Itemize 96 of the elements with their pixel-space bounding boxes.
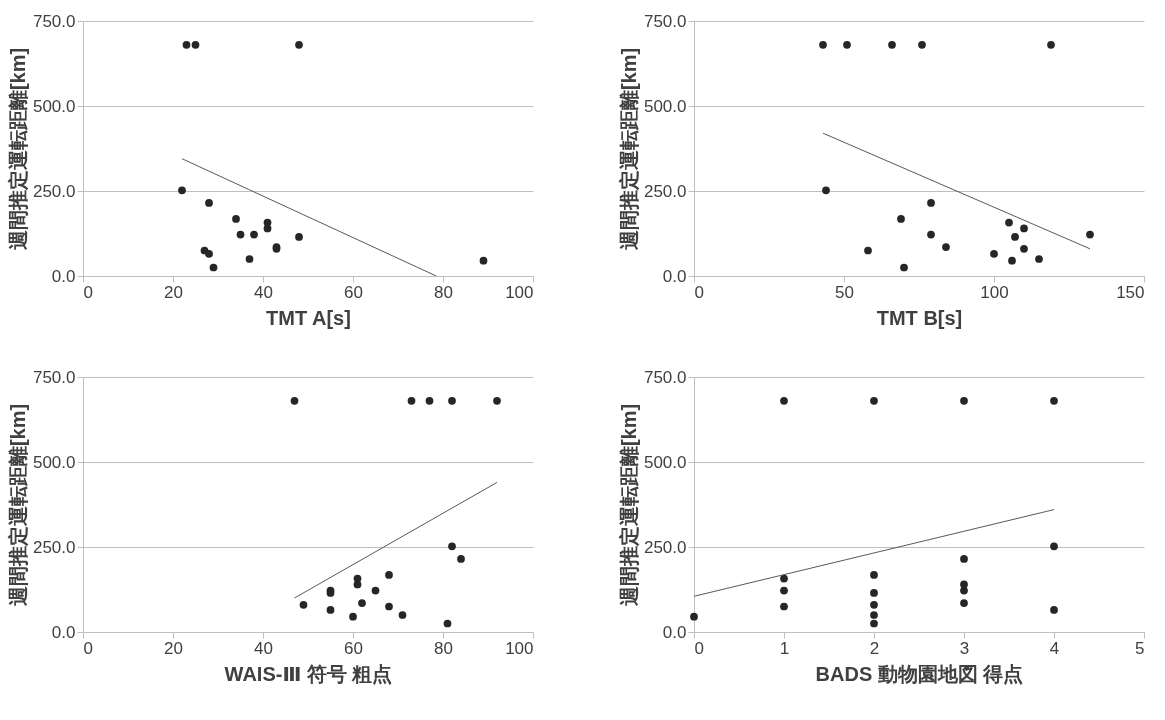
x-axis-title: WAIS-Ⅲ 符号 粗点 [224,662,393,685]
x-tick-label: 2 [869,638,880,658]
point [870,396,878,405]
y-axis-title: 週間推定運転距離[km] [6,47,29,252]
y-axis-title: 週間推定運転距離[km] [617,47,640,252]
point [443,619,452,628]
y-tick-label: 500.0 [643,452,687,472]
y-tick-label: 250.0 [643,181,687,201]
point [870,571,878,579]
y-tick-label: 250.0 [643,537,687,557]
x-tick-label: 80 [434,282,453,302]
y-tick-label: 500.0 [32,96,76,116]
point [398,611,407,619]
y-tick-label: 250.0 [32,181,76,201]
point [407,396,416,405]
point [353,580,362,589]
point [295,233,303,241]
x-tick-label: 0 [694,638,704,658]
point [326,606,335,614]
x-tick-label: 150 [1116,282,1145,302]
point [290,396,299,405]
point [182,40,191,49]
point [250,230,258,239]
point [1050,542,1058,551]
point [385,571,393,579]
y-tick-label: 0.0 [51,622,76,642]
point [191,40,200,49]
point [232,215,240,223]
point [178,186,186,195]
point [349,612,357,621]
point [385,602,393,611]
point [358,599,366,607]
point [870,589,878,597]
point [448,396,456,405]
point [209,263,218,272]
point [870,611,878,619]
point [960,599,968,607]
point [780,602,788,611]
y-axis-title: 週間推定運転距離[km] [617,403,640,608]
point [780,586,788,595]
x-axis-title: BADS 動物園地図 得点 [815,662,1024,685]
point [245,255,254,263]
point [960,586,968,595]
point [425,396,434,405]
x-tick-label: 3 [959,638,970,658]
point [295,40,303,49]
x-tick-label: 0 [694,282,704,302]
y-tick-label: 500.0 [32,452,76,472]
x-axis-title: TMT B[s] [876,306,963,329]
x-tick-label: 60 [344,638,363,658]
x-tick-label: 60 [344,282,363,302]
point [205,250,213,258]
point [205,199,213,207]
y-tick-label: 500.0 [643,96,687,116]
point [371,586,380,595]
point [263,224,272,233]
x-tick-label: 50 [835,282,854,302]
x-tick-label: 80 [434,638,453,658]
x-tick-label: 1 [779,638,790,658]
point [870,619,878,628]
x-tick-label: 20 [164,638,183,658]
point [299,600,308,609]
y-tick-label: 250.0 [32,537,76,557]
y-tick-label: 750.0 [32,11,76,31]
point [1050,396,1058,405]
point [960,396,968,405]
y-tick-label: 0.0 [51,266,76,286]
point [1050,606,1058,614]
point [236,230,245,239]
point [960,580,968,589]
x-tick-label: 4 [1049,638,1060,658]
x-tick-label: 0 [83,638,93,658]
x-tick-label: 40 [254,638,273,658]
point [457,555,465,563]
y-axis-title: 週間推定運転距離[km] [6,403,29,608]
y-tick-label: 750.0 [643,11,687,31]
x-tick-label: 0 [83,282,93,302]
y-tick-label: 750.0 [643,367,687,387]
x-tick-label: 20 [164,282,183,302]
point [870,600,878,609]
point [690,612,698,621]
x-tick-label: 100 [980,282,1009,302]
x-tick-label: 100 [505,282,534,302]
x-axis-title: TMT A[s] [266,306,351,329]
y-tick-label: 0.0 [662,622,687,642]
point [479,256,488,265]
y-tick-label: 750.0 [32,367,76,387]
point [780,574,788,583]
x-tick-label: 5 [1135,638,1145,658]
x-tick-label: 100 [505,638,534,658]
point [780,396,788,405]
y-tick-label: 0.0 [662,266,687,286]
point [960,555,968,563]
point [493,396,501,405]
x-tick-label: 40 [254,282,273,302]
point [448,542,456,551]
